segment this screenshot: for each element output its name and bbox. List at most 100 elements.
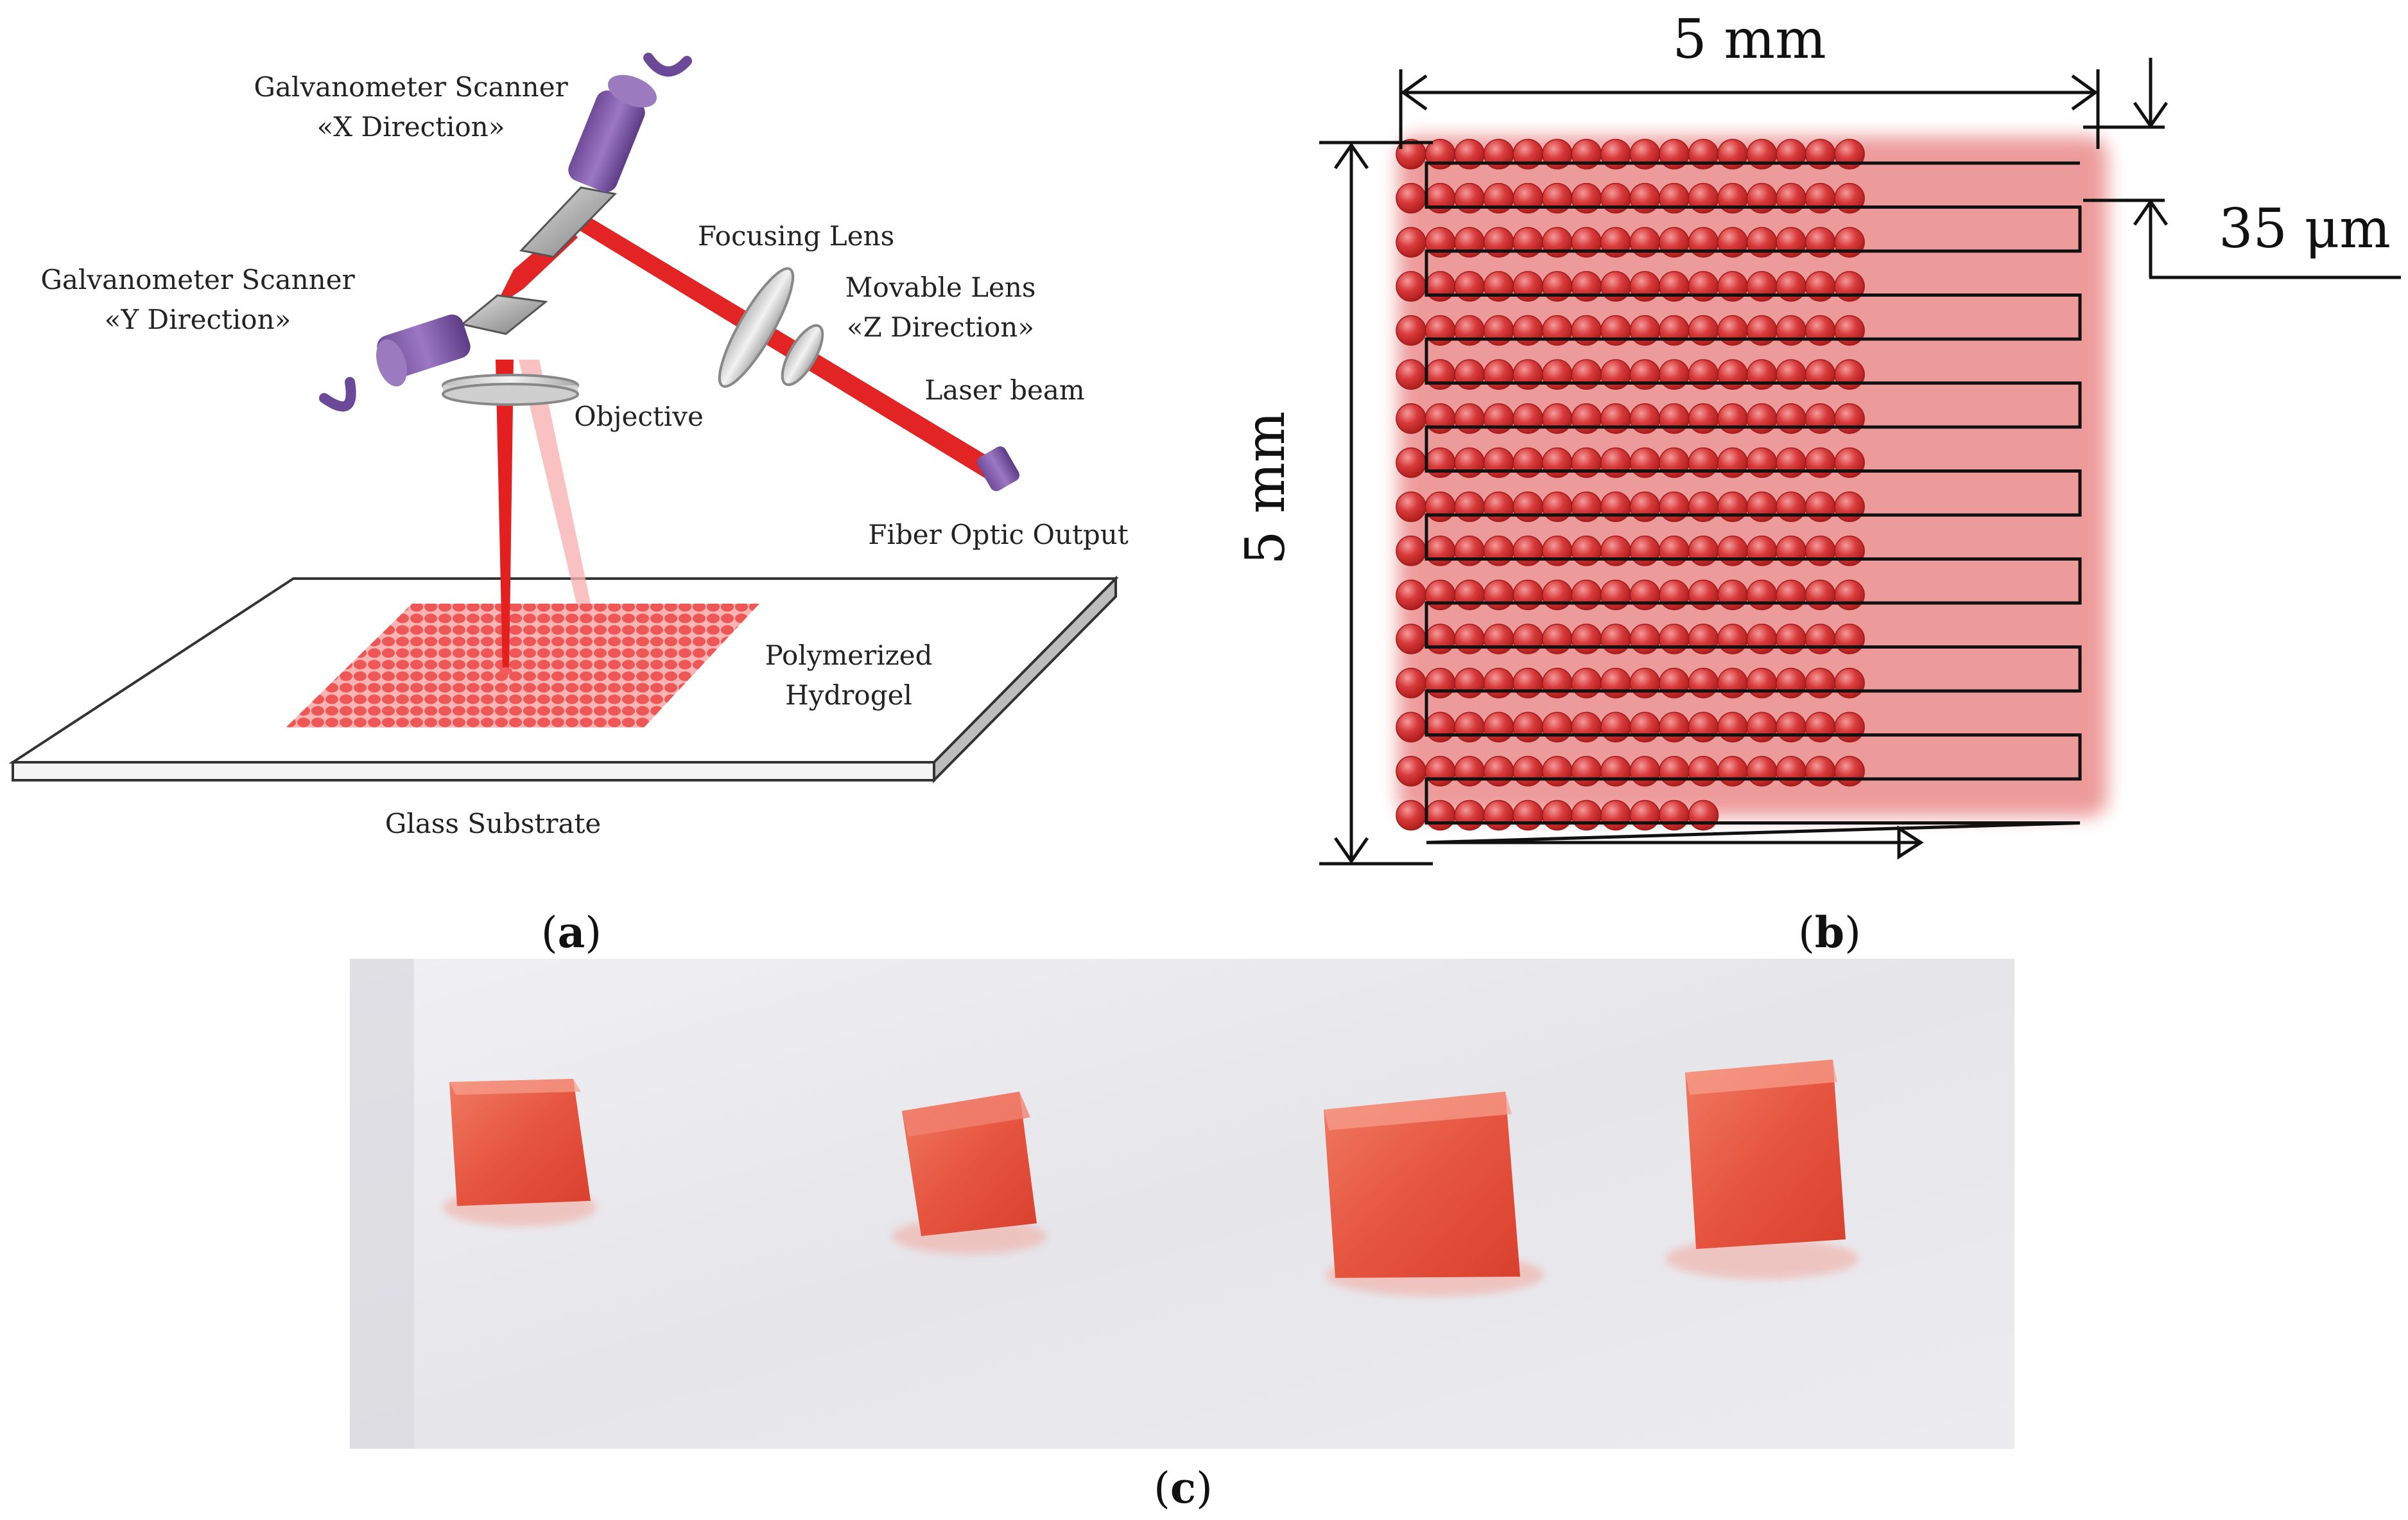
dot bbox=[1483, 579, 1514, 611]
dot bbox=[1454, 535, 1485, 566]
dot bbox=[1425, 756, 1456, 787]
dot bbox=[1688, 315, 1719, 346]
panel-a-setup-diagram: Galvanometer Scanner «X Direction» Galva… bbox=[8, 53, 1129, 957]
dot bbox=[1454, 359, 1485, 390]
spacing-dimension bbox=[2083, 58, 2401, 279]
dot bbox=[1483, 667, 1514, 699]
caption-a: (a) bbox=[541, 907, 602, 957]
dot bbox=[1571, 579, 1602, 611]
dot bbox=[1629, 579, 1661, 611]
dot bbox=[1805, 624, 1836, 654]
dot bbox=[1746, 667, 1778, 699]
dot bbox=[1688, 535, 1719, 566]
dot bbox=[1541, 579, 1573, 611]
dot bbox=[1571, 315, 1602, 346]
dot bbox=[1512, 359, 1543, 390]
dot bbox=[1396, 667, 1426, 699]
dot bbox=[1396, 359, 1426, 390]
dot bbox=[1454, 447, 1485, 478]
hydrogel-sample-4 bbox=[1666, 1060, 1858, 1279]
dot bbox=[1629, 315, 1661, 346]
dot bbox=[1629, 624, 1661, 654]
galvanometer-x-scanner bbox=[519, 53, 692, 258]
dot bbox=[1396, 447, 1426, 478]
hydrogel-label-1: Polymerized bbox=[765, 640, 932, 671]
laser-beam-label: Laser beam bbox=[924, 374, 1084, 406]
dot bbox=[1688, 403, 1719, 434]
dot bbox=[1396, 624, 1426, 654]
dot bbox=[1834, 624, 1865, 654]
dot bbox=[1512, 447, 1543, 478]
dot bbox=[1776, 447, 1806, 478]
scanner-y-label-2: «Y Direction» bbox=[105, 304, 291, 335]
dot bbox=[1483, 756, 1514, 787]
dot bbox=[1834, 667, 1865, 699]
panel-b-scan-pattern: 5 mm 5 mm 35 μm (b) bbox=[1234, 8, 2401, 957]
dot bbox=[1541, 491, 1573, 522]
dot bbox=[1717, 535, 1748, 566]
objective-label: Objective bbox=[574, 401, 704, 432]
dot bbox=[1571, 712, 1602, 743]
hydrogel-sample-1 bbox=[443, 1079, 597, 1227]
dot bbox=[1746, 403, 1778, 434]
dot bbox=[1541, 667, 1573, 699]
dot bbox=[1454, 271, 1485, 302]
dot bbox=[1571, 799, 1602, 831]
dot bbox=[1776, 315, 1806, 346]
dot bbox=[1659, 667, 1690, 699]
dot bbox=[1659, 799, 1690, 831]
dot bbox=[1629, 535, 1661, 566]
focusing-lens-label: Focusing Lens bbox=[698, 220, 894, 252]
dot bbox=[1396, 403, 1426, 434]
dot bbox=[1659, 403, 1690, 434]
dot bbox=[1425, 799, 1456, 831]
caption-b-letter: b bbox=[1815, 907, 1844, 957]
dot bbox=[1454, 624, 1485, 654]
objective-lens bbox=[442, 374, 579, 406]
scan-arrow-head bbox=[1897, 825, 1924, 860]
dot bbox=[1454, 756, 1485, 787]
dot bbox=[1425, 712, 1456, 743]
dot bbox=[1834, 315, 1865, 346]
dot bbox=[1512, 315, 1543, 346]
dot bbox=[1834, 491, 1865, 522]
focusing-lens bbox=[718, 267, 795, 388]
dot bbox=[1571, 535, 1602, 566]
dot bbox=[1571, 359, 1602, 390]
dot bbox=[1425, 447, 1456, 478]
dot bbox=[1541, 447, 1573, 478]
dot bbox=[1776, 403, 1806, 434]
dot bbox=[1776, 271, 1806, 302]
glass-substrate-label: Glass Substrate bbox=[385, 808, 601, 839]
dot bbox=[1688, 712, 1719, 743]
laser-beam bbox=[494, 212, 998, 675]
dot bbox=[1746, 271, 1778, 302]
dot bbox=[1805, 359, 1836, 390]
dot bbox=[1688, 491, 1719, 522]
dot bbox=[1834, 359, 1865, 390]
dot bbox=[1629, 667, 1661, 699]
dot bbox=[1425, 624, 1456, 654]
dot bbox=[1776, 579, 1806, 611]
dot bbox=[1717, 447, 1748, 478]
dot bbox=[1571, 447, 1602, 478]
height-label: 5 mm bbox=[1234, 411, 1297, 564]
fiber-optic-output bbox=[977, 446, 1019, 491]
dot bbox=[1659, 491, 1690, 522]
dot bbox=[1512, 667, 1543, 699]
dot bbox=[1717, 667, 1748, 699]
dot bbox=[1688, 799, 1719, 831]
dot bbox=[1805, 491, 1836, 522]
dot bbox=[1541, 712, 1573, 743]
photo-shadow-edge bbox=[350, 959, 414, 1449]
dot bbox=[1396, 182, 1426, 214]
dot bbox=[1834, 579, 1865, 611]
dot bbox=[1688, 447, 1719, 478]
dot bbox=[1717, 712, 1748, 743]
dot bbox=[1805, 756, 1836, 787]
dot bbox=[1776, 667, 1806, 699]
dot bbox=[1571, 756, 1602, 787]
dot bbox=[1600, 447, 1631, 478]
dot bbox=[1425, 271, 1456, 302]
dot bbox=[1396, 227, 1426, 258]
